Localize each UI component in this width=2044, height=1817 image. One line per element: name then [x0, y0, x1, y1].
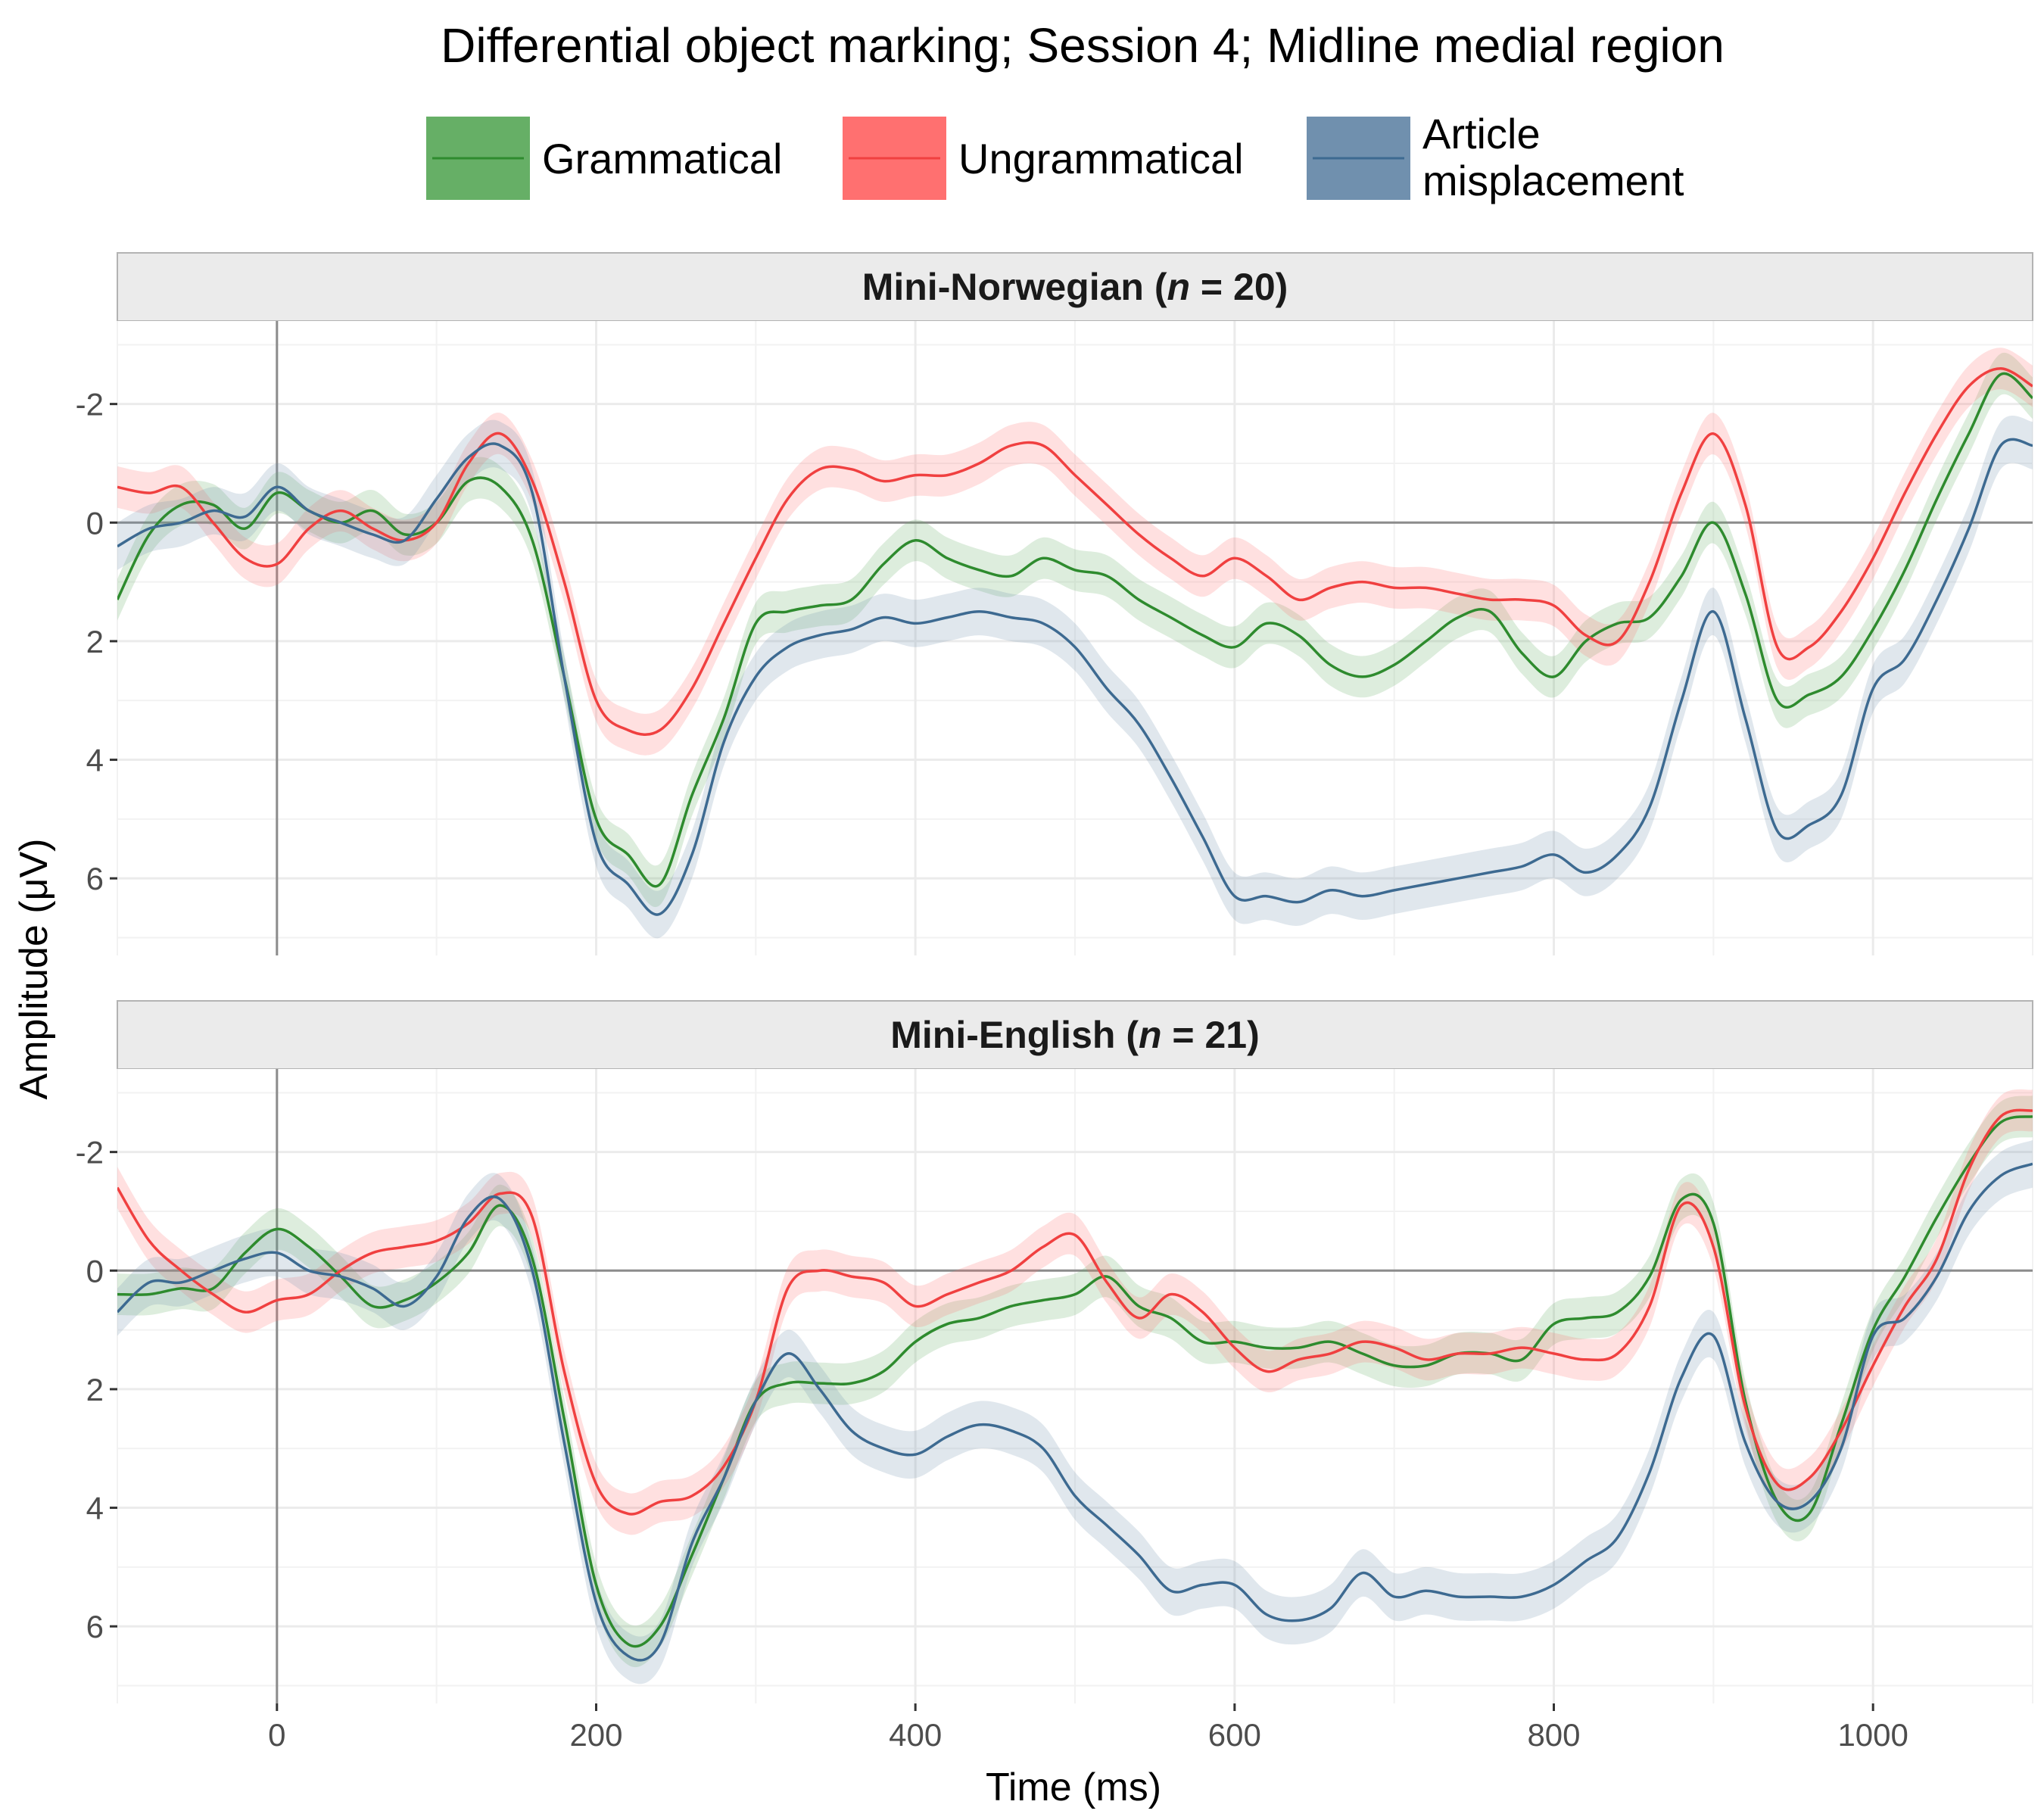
- legend-label-ungrammatical: Ungrammatical: [958, 135, 1244, 182]
- panel-1: Mini-Norwegian (n = 20) -2 0 2 4 6: [76, 252, 2033, 955]
- y-tick-label: 4: [86, 743, 104, 778]
- y-tick-label: 2: [86, 624, 104, 659]
- gridlines: [117, 321, 2033, 955]
- legend-item-article-misplacement: Article misplacement: [1307, 110, 1684, 204]
- y-tick-label: 0: [86, 1253, 104, 1289]
- series-line-ungrammatical: [117, 366, 2033, 736]
- series-line-article_misplacement: [117, 1162, 2033, 1662]
- panel-title-suffix: = 21): [1162, 1014, 1260, 1056]
- legend: Grammatical Ungrammatical Article mispla…: [426, 110, 1684, 204]
- panel-2: Mini-English (n = 21) -2 0 2 4 6: [76, 1000, 2033, 1703]
- y-tick-label: 2: [86, 1372, 104, 1407]
- panel-title-n: n: [1139, 1014, 1162, 1056]
- series-line-grammatical: [117, 372, 2033, 888]
- ci-band-grammatical: [117, 352, 2033, 908]
- panel-title-n: n: [1167, 266, 1190, 308]
- panel-title-prefix: Mini-English (: [890, 1014, 1139, 1056]
- x-tick-label: 200: [569, 1717, 622, 1753]
- x-axis-title: Time (ms): [986, 1766, 1161, 1809]
- series-group: [117, 348, 2033, 939]
- legend-label-article-line-1: Article: [1422, 110, 1541, 157]
- x-tick-label: 600: [1208, 1717, 1261, 1753]
- panel-strip: [117, 1000, 2033, 1070]
- series-group: [117, 1089, 2033, 1685]
- series-line-article_misplacement: [117, 438, 2033, 916]
- y-tick-label: 6: [86, 1609, 104, 1644]
- legend-label-article-line-2: misplacement: [1422, 157, 1684, 204]
- panel-title-suffix: = 20): [1190, 266, 1288, 308]
- legend-item-ungrammatical: Ungrammatical: [843, 117, 1244, 200]
- y-axis: -2 0 2 4 6: [76, 387, 117, 896]
- y-tick-label: -2: [76, 387, 104, 422]
- y-tick-label: -2: [76, 1135, 104, 1170]
- x-axis: 0 200 400 600 800 1000: [268, 1703, 1908, 1753]
- panel-title: Mini-Norwegian (n = 20): [862, 266, 1288, 308]
- x-tick-label: 800: [1527, 1717, 1580, 1753]
- y-axis: -2 0 2 4 6: [76, 1135, 117, 1644]
- x-tick-label: 0: [268, 1717, 285, 1753]
- panel-title-prefix: Mini-Norwegian (: [862, 266, 1167, 308]
- ci-band-ungrammatical: [117, 1089, 2033, 1535]
- panel-strip: [117, 252, 2033, 322]
- y-tick-label: 0: [86, 505, 104, 541]
- x-tick-label: 1000: [1837, 1717, 1908, 1753]
- facet-panels: Mini-Norwegian (n = 20)-20246Mini-Englis…: [76, 252, 2033, 1703]
- legend-item-grammatical: Grammatical: [426, 117, 782, 200]
- y-tick-label: 4: [86, 1491, 104, 1526]
- legend-label-grammatical: Grammatical: [542, 135, 782, 182]
- series-line-grammatical: [117, 1114, 2033, 1648]
- y-axis-title: Amplitude (μV): [12, 839, 56, 1100]
- panel-title: Mini-English (n = 21): [890, 1014, 1260, 1056]
- y-tick-label: 6: [86, 861, 104, 896]
- x-tick-label: 400: [889, 1717, 942, 1753]
- chart-title: Differential object marking; Session 4; …: [441, 18, 1725, 73]
